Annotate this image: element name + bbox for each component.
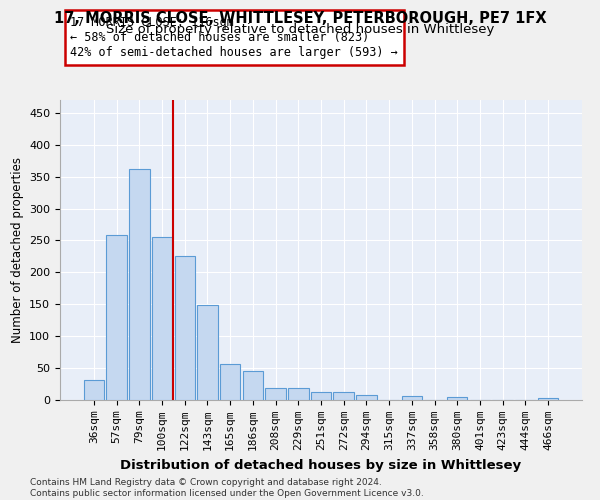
Bar bbox=[84, 380, 104, 400]
Bar bbox=[106, 234, 127, 400]
Text: Size of property relative to detached houses in Whittlesey: Size of property relative to detached ho… bbox=[106, 22, 494, 36]
Y-axis label: Number of detached properties: Number of detached properties bbox=[11, 157, 23, 343]
Bar bbox=[242, 372, 263, 400]
Bar bbox=[265, 388, 286, 400]
Text: Contains HM Land Registry data © Crown copyright and database right 2024.
Contai: Contains HM Land Registry data © Crown c… bbox=[30, 478, 424, 498]
X-axis label: Distribution of detached houses by size in Whittlesey: Distribution of detached houses by size … bbox=[121, 458, 521, 471]
Bar bbox=[288, 388, 308, 400]
Text: 17 MORRIS CLOSE: 116sqm
← 58% of detached houses are smaller (823)
42% of semi-d: 17 MORRIS CLOSE: 116sqm ← 58% of detache… bbox=[70, 16, 398, 59]
Bar bbox=[447, 398, 467, 400]
Bar bbox=[129, 169, 149, 400]
Bar bbox=[538, 398, 558, 400]
Bar bbox=[220, 364, 241, 400]
Text: 17, MORRIS CLOSE, WHITTLESEY, PETERBOROUGH, PE7 1FX: 17, MORRIS CLOSE, WHITTLESEY, PETERBOROU… bbox=[53, 11, 547, 26]
Bar bbox=[311, 392, 331, 400]
Bar bbox=[356, 395, 377, 400]
Bar bbox=[334, 392, 354, 400]
Bar bbox=[401, 396, 422, 400]
Bar bbox=[175, 256, 195, 400]
Bar bbox=[197, 305, 218, 400]
Bar bbox=[152, 236, 172, 400]
